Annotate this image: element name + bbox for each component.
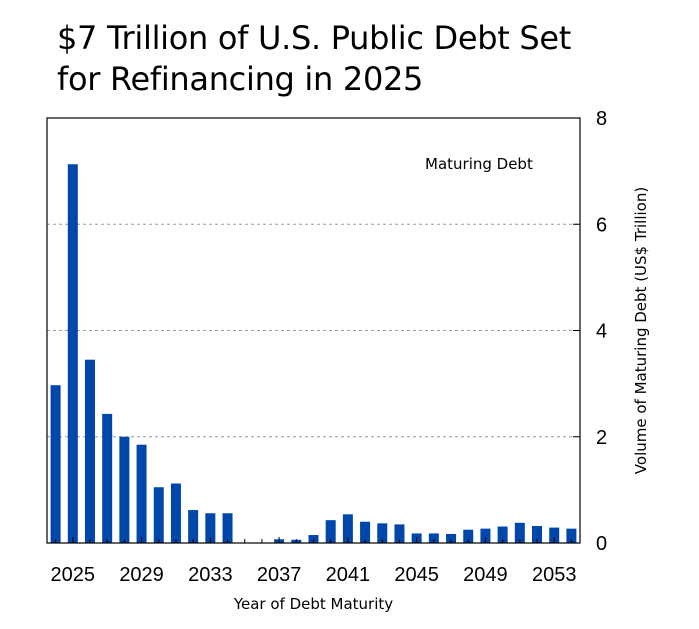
bar-2028 <box>119 436 130 543</box>
bar-2025 <box>67 164 78 543</box>
y-axis-label: Volume of Maturing Debt (US$ Trillion) <box>632 187 650 474</box>
bar-2030 <box>153 487 164 543</box>
x-tick-label-2053: 2053 <box>532 564 577 586</box>
y-tick-label-0: 0 <box>596 533 607 555</box>
bar-2051 <box>514 522 525 543</box>
axis-ticks: 0 2 4 6 8 2025 2029 2033 2037 2041 2045 2049 2053 <box>51 108 608 586</box>
chart-title-line-2: for Refinancing in 2025 <box>57 60 424 98</box>
legend-maturing-debt: Maturing Debt <box>425 155 533 173</box>
x-tick-label-2037: 2037 <box>257 564 302 586</box>
bar-2050 <box>497 526 508 543</box>
bar-2040 <box>325 520 336 543</box>
bar-2049 <box>480 528 491 543</box>
bar-2041 <box>342 514 353 543</box>
x-tick-label-2033: 2033 <box>188 564 233 586</box>
bar-2027 <box>102 413 113 543</box>
bar-2052 <box>532 526 543 543</box>
bar-2032 <box>188 510 199 543</box>
gridlines <box>47 223 580 438</box>
bar-2026 <box>84 359 95 543</box>
bar-2044 <box>394 524 405 543</box>
x-tick-label-2029: 2029 <box>119 564 164 586</box>
bar-2033 <box>205 513 216 543</box>
x-tick-label-2049: 2049 <box>463 564 508 586</box>
y-tick-label-2: 2 <box>596 427 607 449</box>
bar-2043 <box>377 523 388 543</box>
x-tick-label-2025: 2025 <box>51 564 96 586</box>
x-tick-label-2045: 2045 <box>394 564 439 586</box>
bar-2024 <box>50 385 61 543</box>
y-tick-label-8: 8 <box>596 108 607 130</box>
bar-2031 <box>170 483 181 543</box>
bars <box>50 164 577 543</box>
chart-title: $7 Trillion of U.S. Public Debt Set for … <box>57 18 677 100</box>
bar-2046 <box>428 533 439 543</box>
bar-2054 <box>566 528 577 543</box>
bar-2034 <box>222 513 233 543</box>
x-tick-label-2041: 2041 <box>326 564 371 586</box>
bar-2053 <box>549 527 560 543</box>
x-axis-label: Year of Debt Maturity <box>233 595 393 613</box>
bar-2042 <box>360 521 371 543</box>
bar-2047 <box>446 533 457 543</box>
y-tick-label-6: 6 <box>596 214 607 236</box>
bar-2029 <box>136 444 147 543</box>
chart-title-line-1: $7 Trillion of U.S. Public Debt Set <box>57 19 572 57</box>
y-tick-label-4: 4 <box>596 321 607 343</box>
bar-2048 <box>463 529 474 543</box>
